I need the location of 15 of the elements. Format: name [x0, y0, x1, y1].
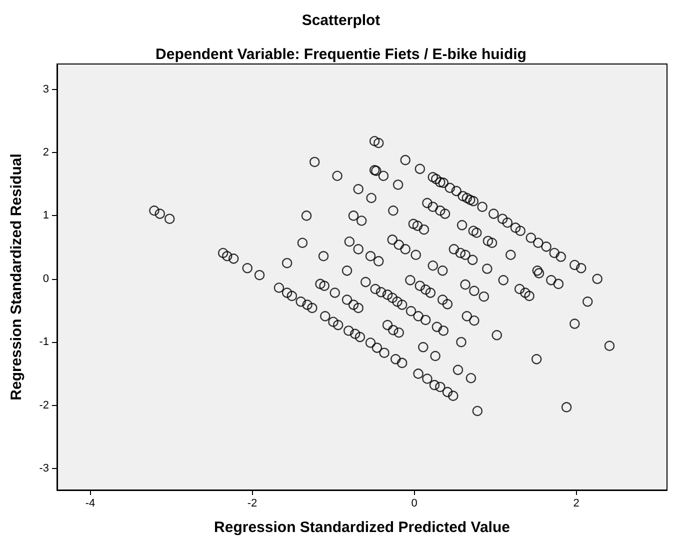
chart-title: Scatterplot	[302, 12, 380, 29]
y-axis-title: Regression Standardized Residual	[8, 154, 25, 400]
x-tick-label: -2	[247, 498, 258, 510]
y-tick-label: 2	[42, 146, 49, 158]
y-tick-label: -1	[39, 336, 49, 348]
x-axis-title: Regression Standardized Predicted Value	[214, 519, 510, 536]
x-tick-label: 0	[411, 498, 418, 510]
x-tick-label: -4	[85, 498, 96, 510]
y-tick-label: -3	[39, 462, 49, 475]
y-tick-label: -2	[39, 399, 49, 412]
y-tick-label: 0	[42, 272, 49, 285]
y-tick-label: 1	[42, 210, 49, 222]
x-tick-label: 2	[573, 498, 580, 510]
chart-subtitle: Dependent Variable: Frequentie Fiets / E-bike huidig	[156, 46, 526, 63]
y-tick-label: 3	[42, 83, 49, 96]
